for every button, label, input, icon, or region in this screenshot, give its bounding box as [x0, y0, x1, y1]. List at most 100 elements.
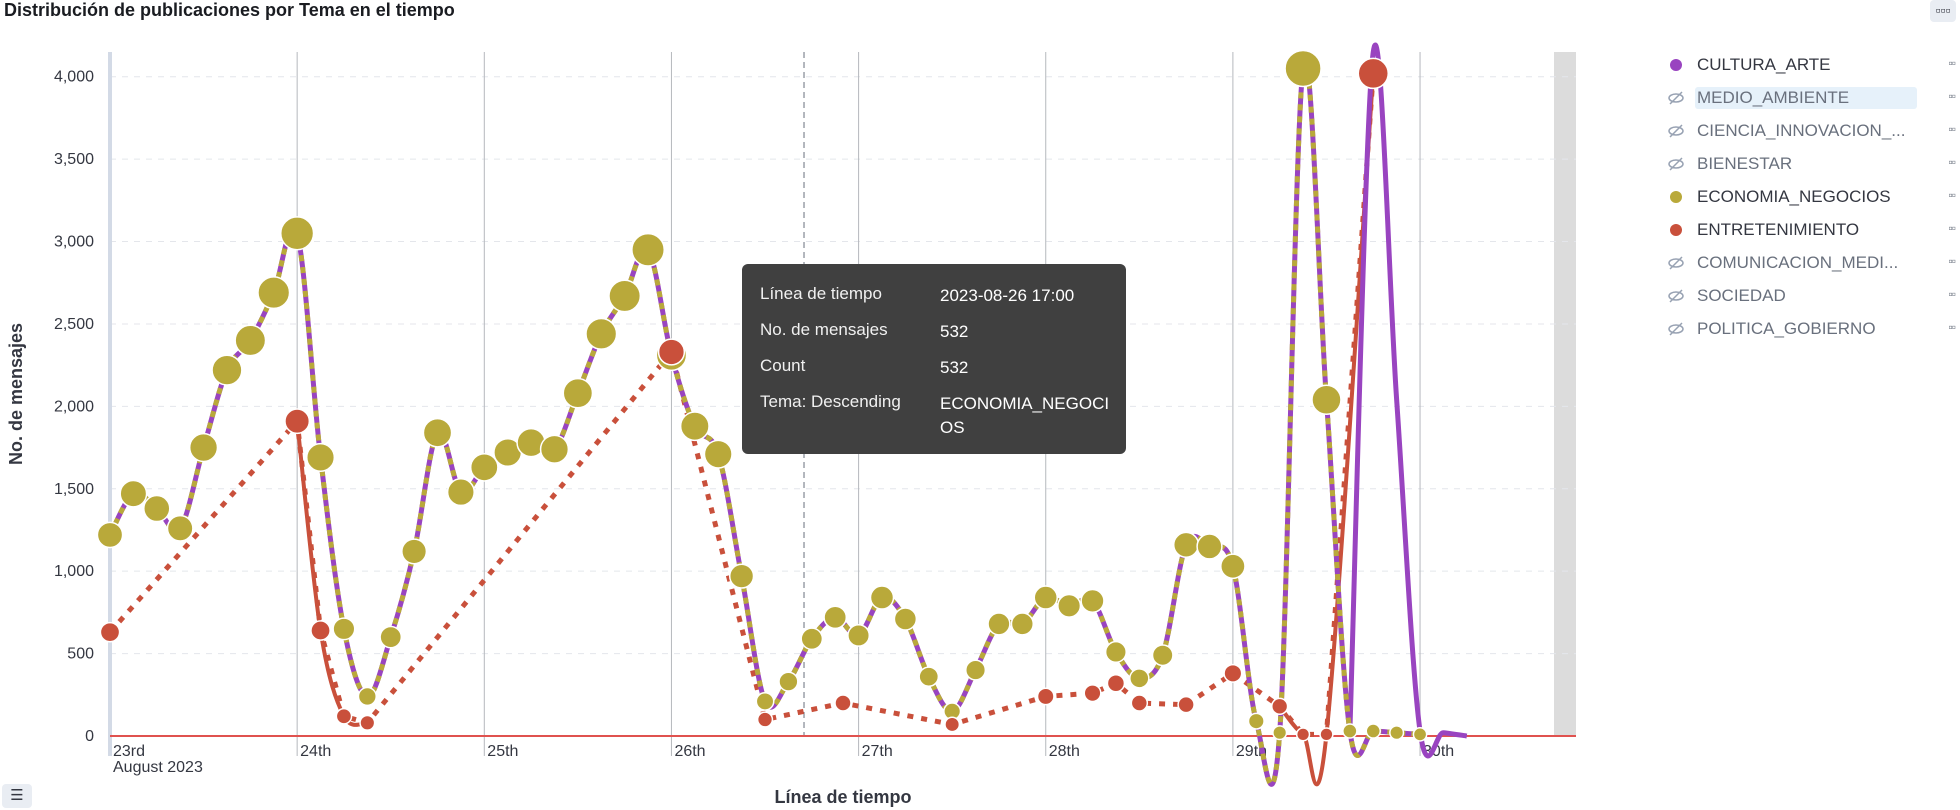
- legend-label: SOCIEDAD: [1697, 285, 1786, 305]
- data-point-economia-negocios[interactable]: [847, 624, 871, 647]
- panel-options-icon[interactable]: ▫▫▫: [1930, 0, 1956, 22]
- data-point-economia-negocios[interactable]: [778, 671, 799, 692]
- data-point-entretenimiento[interactable]: [284, 408, 311, 435]
- tooltip-row: Línea de tiempo 2023-08-26 17:00: [760, 284, 1116, 308]
- data-point-economia-negocios[interactable]: [918, 666, 940, 688]
- legend-item[interactable]: POLITICA_GOBIERNO ▫▫: [1665, 312, 1956, 345]
- data-point-economia-negocios[interactable]: [562, 377, 594, 409]
- data-point-economia-negocios[interactable]: [211, 354, 243, 386]
- item-menu-icon[interactable]: ▫▫: [1948, 89, 1955, 103]
- data-point-entretenimiento[interactable]: [1319, 727, 1334, 742]
- data-point-economia-negocios[interactable]: [469, 452, 499, 482]
- data-point-entretenimiento[interactable]: [944, 716, 961, 733]
- data-point-entretenimiento[interactable]: [1106, 674, 1126, 693]
- data-point-economia-negocios[interactable]: [1057, 593, 1082, 618]
- data-point-economia-negocios[interactable]: [1220, 553, 1246, 580]
- data-point-economia-negocios[interactable]: [166, 514, 194, 542]
- data-point-economia-negocios[interactable]: [755, 691, 775, 711]
- data-point-entretenimiento[interactable]: [1083, 684, 1102, 703]
- legend-dot-icon: [1670, 223, 1682, 236]
- data-point-economia-negocios[interactable]: [143, 494, 171, 523]
- data-point-entretenimiento[interactable]: [359, 714, 376, 731]
- data-point-economia-negocios[interactable]: [1104, 640, 1127, 663]
- data-point-economia-negocios[interactable]: [279, 216, 315, 251]
- data-point-economia-negocios[interactable]: [1365, 723, 1382, 739]
- data-point-economia-negocios[interactable]: [965, 659, 987, 681]
- data-point-economia-negocios[interactable]: [869, 585, 895, 610]
- data-point-economia-negocios[interactable]: [357, 686, 377, 707]
- data-point-economia-negocios[interactable]: [96, 521, 124, 549]
- data-point-economia-negocios[interactable]: [1080, 588, 1105, 613]
- data-point-economia-negocios[interactable]: [1311, 384, 1342, 416]
- data-point-entretenimiento[interactable]: [310, 620, 331, 641]
- item-menu-icon[interactable]: ▫▫: [1948, 320, 1955, 334]
- data-point-economia-negocios[interactable]: [305, 442, 336, 473]
- data-point-economia-negocios[interactable]: [1129, 668, 1150, 689]
- legend-item[interactable]: SOCIEDAD ▫▫: [1665, 279, 1956, 312]
- legend-toggle-icon[interactable]: ☰: [2, 784, 32, 808]
- legend-color-dot: [1665, 219, 1687, 241]
- legend-item[interactable]: BIENESTAR ▫▫: [1665, 147, 1956, 180]
- data-point-economia-negocios[interactable]: [608, 279, 642, 313]
- data-point-economia-negocios[interactable]: [823, 605, 848, 630]
- data-point-entretenimiento[interactable]: [335, 707, 353, 725]
- legend-item[interactable]: ECONOMIA_NEGOCIOS ▫▫: [1665, 180, 1956, 213]
- data-point-entretenimiento[interactable]: [1295, 727, 1311, 742]
- item-menu-icon[interactable]: ▫▫: [1948, 155, 1955, 169]
- data-point-entretenimiento[interactable]: [657, 338, 686, 366]
- legend-label: CULTURA_ARTE: [1697, 54, 1831, 74]
- data-point-economia-negocios[interactable]: [631, 232, 666, 267]
- data-point-economia-negocios[interactable]: [800, 627, 824, 651]
- data-point-economia-negocios[interactable]: [1033, 585, 1058, 610]
- data-point-entretenimiento[interactable]: [1177, 695, 1195, 714]
- item-menu-icon[interactable]: ▫▫: [1948, 188, 1955, 202]
- data-point-economia-negocios[interactable]: [257, 276, 291, 310]
- data-point-economia-negocios[interactable]: [1196, 533, 1223, 560]
- data-point-economia-negocios[interactable]: [1172, 531, 1200, 558]
- item-menu-icon[interactable]: ▫▫: [1948, 56, 1955, 70]
- data-point-economia-negocios[interactable]: [585, 317, 618, 350]
- data-point-economia-negocios[interactable]: [1284, 49, 1322, 88]
- data-point-economia-negocios[interactable]: [1272, 725, 1288, 741]
- data-point-economia-negocios[interactable]: [188, 432, 219, 463]
- data-point-economia-negocios[interactable]: [422, 417, 453, 448]
- data-point-economia-negocios[interactable]: [1010, 612, 1035, 636]
- data-point-economia-negocios[interactable]: [1151, 644, 1174, 667]
- legend-item[interactable]: CIENCIA_INNOVACION_... ▫▫: [1665, 114, 1956, 147]
- data-point-economia-negocios[interactable]: [332, 617, 356, 641]
- data-point-economia-negocios[interactable]: [1412, 727, 1428, 742]
- data-point-entretenimiento[interactable]: [99, 621, 121, 643]
- data-point-economia-negocios[interactable]: [539, 434, 570, 464]
- legend-item[interactable]: COMUNICACION_MEDI... ▫▫: [1665, 246, 1956, 279]
- data-point-economia-negocios[interactable]: [1342, 723, 1358, 739]
- data-point-entretenimiento[interactable]: [1036, 687, 1055, 706]
- tooltip-value: ECONOMIA_NEGOCIOS: [940, 394, 1110, 437]
- legend-item[interactable]: CULTURA_ARTE ▫▫: [1665, 48, 1956, 81]
- data-point-economia-negocios[interactable]: [1247, 712, 1265, 730]
- item-menu-icon[interactable]: ▫▫: [1948, 254, 1955, 268]
- data-point-economia-negocios[interactable]: [401, 538, 428, 565]
- tooltip-value: 532: [940, 358, 969, 377]
- data-point-economia-negocios[interactable]: [234, 324, 267, 357]
- data-point-economia-negocios[interactable]: [379, 625, 403, 649]
- data-point-economia-negocios[interactable]: [893, 607, 918, 631]
- legend-item[interactable]: ENTRETENIMIENTO ▫▫: [1665, 213, 1956, 246]
- item-menu-icon[interactable]: ▫▫: [1948, 221, 1955, 235]
- data-point-entretenimiento[interactable]: [834, 694, 852, 712]
- data-point-entretenimiento[interactable]: [1130, 694, 1149, 712]
- data-point-economia-negocios[interactable]: [987, 612, 1011, 636]
- data-point-economia-negocios[interactable]: [728, 563, 755, 589]
- legend-item[interactable]: MEDIO_AMBIENTE ▫▫: [1665, 81, 1956, 114]
- item-menu-icon[interactable]: ▫▫: [1948, 122, 1955, 136]
- data-point-economia-negocios[interactable]: [446, 478, 475, 507]
- data-point-economia-negocios[interactable]: [679, 411, 710, 442]
- legend-label: POLITICA_GOBIERNO: [1697, 318, 1876, 338]
- data-point-economia-negocios[interactable]: [703, 439, 733, 469]
- data-point-entretenimiento[interactable]: [1357, 57, 1390, 90]
- data-point-entretenimiento[interactable]: [1223, 663, 1243, 683]
- data-point-entretenimiento[interactable]: [756, 711, 774, 728]
- item-menu-icon[interactable]: ▫▫: [1948, 287, 1955, 301]
- data-point-economia-negocios[interactable]: [1389, 725, 1405, 741]
- data-point-economia-negocios[interactable]: [119, 479, 148, 508]
- data-point-entretenimiento[interactable]: [1271, 697, 1289, 715]
